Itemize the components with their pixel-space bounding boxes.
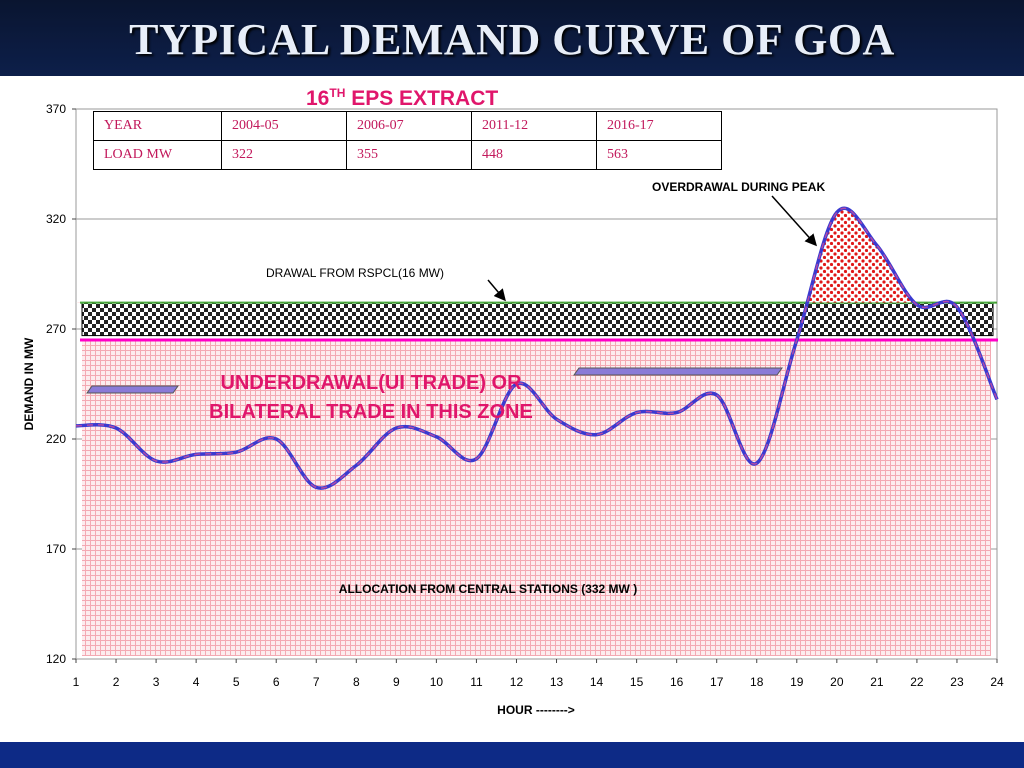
x-tick-label: 4 [193, 675, 200, 689]
eps-title-number: 16 [306, 87, 330, 110]
table-cell: 563 [596, 140, 722, 170]
underdrawal-label-line2: BILATERAL TRADE IN THIS ZONE [209, 401, 533, 423]
x-tick-label: 8 [353, 675, 360, 689]
x-tick-label: 13 [550, 675, 564, 689]
table-row: YEAR 2004-05 2006-07 2011-12 2016-17 [93, 111, 722, 141]
y-tick-label: 170 [46, 542, 66, 556]
x-tick-label: 5 [233, 675, 240, 689]
y-axis-label: DEMAND IN MW [22, 337, 36, 430]
x-tick-label: 22 [910, 675, 924, 689]
table-cell: YEAR [93, 111, 222, 141]
slide-title: TYPICAL DEMAND CURVE OF GOA [129, 15, 895, 64]
overdrawal-arrow [771, 195, 818, 247]
x-tick-label: 11 [470, 675, 483, 689]
drawal-band [81, 302, 994, 337]
x-tick-label: 16 [670, 675, 684, 689]
overdrawal-label: OVERDRAWAL DURING PEAK [652, 180, 825, 194]
eps-title-sup: TH [329, 86, 346, 100]
x-tick-label: 23 [950, 675, 964, 689]
x-tick-label: 20 [830, 675, 844, 689]
table-cell: 322 [221, 140, 347, 170]
title-bar [0, 0, 1024, 76]
x-tick-label: 17 [710, 675, 724, 689]
x-tick-label: 18 [750, 675, 764, 689]
x-tick-label: 24 [990, 675, 1004, 689]
x-tick-label: 19 [790, 675, 804, 689]
allocation-label: ALLOCATION FROM CENTRAL STATIONS (332 MW… [339, 582, 637, 596]
table-cell: 448 [471, 140, 597, 170]
x-axis-label: HOUR --------> [497, 703, 575, 717]
table-cell: 2016-17 [596, 111, 722, 141]
allocation-band [82, 340, 991, 656]
eps-extract-title: 16TH EPS EXTRACT [306, 86, 498, 111]
x-tick-label: 21 [870, 675, 884, 689]
y-tick-label: 220 [46, 432, 66, 446]
x-tick-label: 3 [153, 675, 160, 689]
x-tick-label: 10 [430, 675, 444, 689]
x-tick-label: 2 [113, 675, 120, 689]
eps-title-rest: EPS EXTRACT [345, 87, 499, 110]
table-cell: LOAD MW [93, 140, 222, 170]
demand-curve-dash [75, 207, 998, 489]
y-tick-label: 370 [46, 102, 66, 116]
table-cell: 2006-07 [346, 111, 472, 141]
drawal-label: DRAWAL FROM RSPCL(16 MW) [266, 266, 444, 280]
table-cell: 2004-05 [221, 111, 347, 141]
underdrawal-label-line1: UNDERDRAWAL(UI TRADE) OR [220, 372, 522, 394]
table-cell: 355 [346, 140, 472, 170]
y-tick-label: 270 [46, 322, 66, 336]
x-tick-label: 12 [510, 675, 524, 689]
x-tick-label: 1 [73, 675, 80, 689]
x-tick-label: 7 [313, 675, 320, 689]
x-tick-label: 9 [393, 675, 400, 689]
footer-bar [0, 742, 1024, 768]
x-tick-label: 15 [630, 675, 644, 689]
drawal-arrow [487, 279, 506, 302]
x-tick-label: 6 [273, 675, 280, 689]
y-tick-label: 320 [46, 212, 66, 226]
y-tick-label: 120 [46, 652, 66, 666]
load-table: YEAR 2004-05 2006-07 2011-12 2016-17 LOA… [93, 111, 722, 170]
underdrawal-arrow-right [573, 367, 783, 376]
underdrawal-arrow-left [86, 385, 179, 394]
x-tick-label: 14 [590, 675, 604, 689]
table-cell: 2011-12 [471, 111, 597, 141]
table-row: LOAD MW 322 355 448 563 [93, 140, 722, 170]
